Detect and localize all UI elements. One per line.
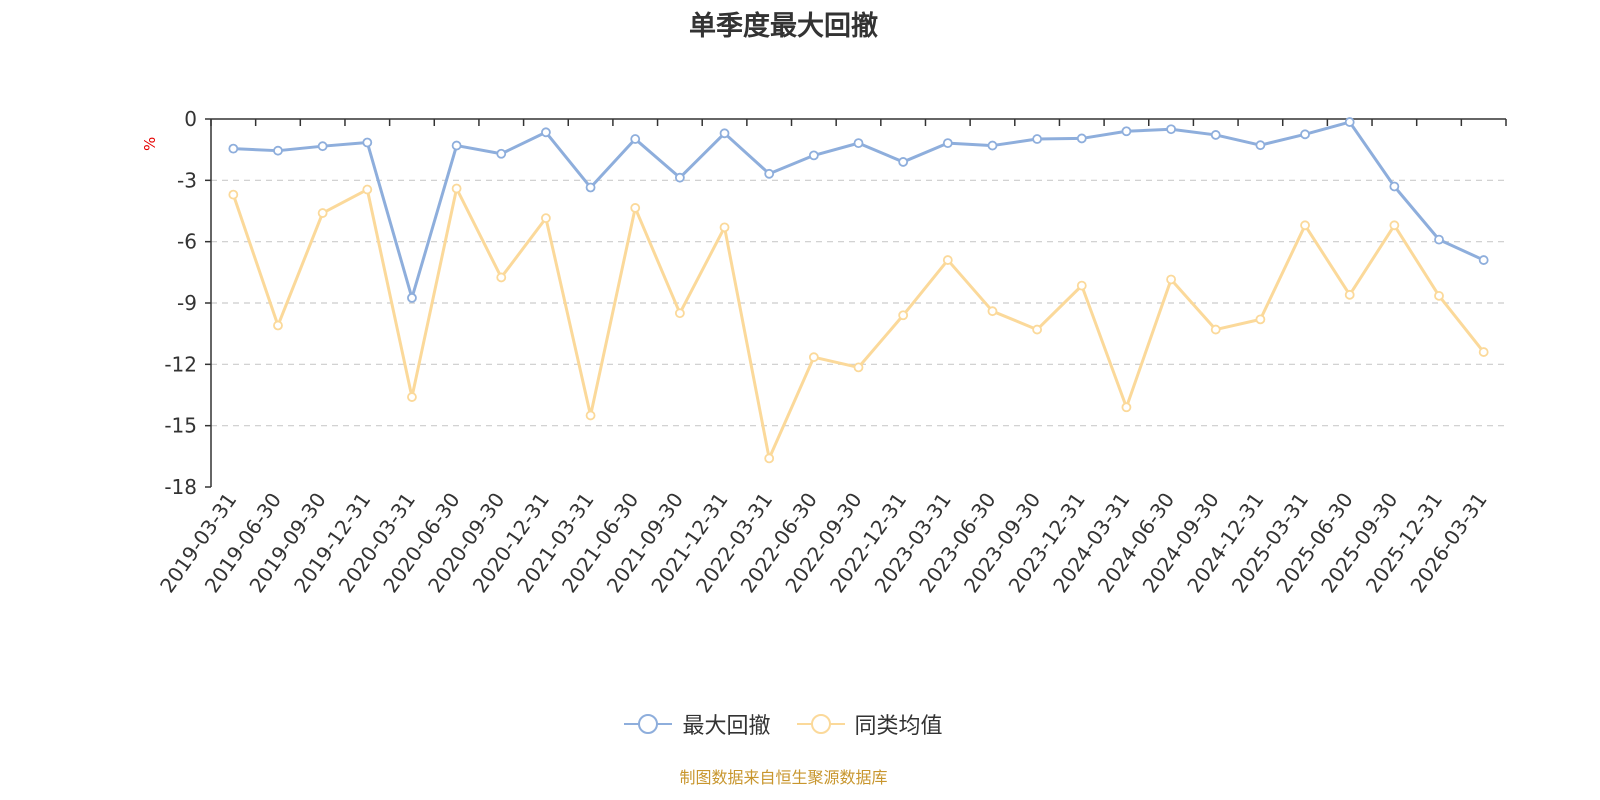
data-point-s2: [1210, 324, 1221, 335]
chart-title: 单季度最大回撤: [689, 11, 878, 42]
y-tick-label: -18: [164, 475, 197, 499]
data-point-s2: [1300, 220, 1310, 231]
data-point-s1: [1300, 129, 1310, 140]
data-point-s2: [273, 320, 283, 331]
data-point-s2: [764, 453, 775, 464]
data-point-s2: [674, 308, 685, 319]
data-point-s1: [496, 148, 507, 159]
data-point-s2: [808, 352, 819, 363]
data-point-s1: [719, 128, 730, 139]
data-point-s1: [1434, 234, 1444, 245]
data-point-s2: [942, 255, 953, 265]
data-point-s1: [674, 172, 685, 183]
data-point-s1: [1032, 134, 1043, 144]
data-point-s1: [362, 137, 373, 148]
legend-line-circle-icon: [624, 714, 673, 734]
legend-line-circle-icon: [796, 714, 845, 734]
data-point-s2: [1478, 347, 1489, 357]
legend-label: 最大回撤: [682, 714, 771, 739]
data-point-s1: [630, 134, 641, 144]
data-point-s1: [987, 140, 998, 151]
data-point-s1: [541, 127, 551, 138]
data-point-s2: [987, 306, 998, 317]
data-point-s1: [1389, 181, 1400, 192]
data-point-s1: [1166, 124, 1176, 135]
y-tick-label: -6: [177, 230, 197, 254]
data-point-s2: [1076, 280, 1087, 291]
data-point-s2: [496, 272, 507, 283]
data-point-s1: [451, 140, 462, 151]
data-point-s1: [317, 141, 328, 152]
data-point-s2: [317, 208, 328, 218]
y-tick-label: 0: [184, 107, 197, 131]
data-point-s1: [228, 143, 239, 154]
data-point-s1: [898, 157, 909, 167]
data-point-s1: [407, 292, 417, 303]
data-point-s2: [585, 410, 596, 421]
legend-item-peer-average[interactable]: 同类均值: [796, 708, 943, 740]
data-point-s1: [1255, 140, 1266, 151]
data-point-s1: [808, 150, 819, 161]
data-point-s2: [451, 183, 462, 194]
data-point-s1: [764, 168, 775, 179]
data-point-s2: [407, 392, 417, 402]
data-point-s2: [1434, 290, 1444, 301]
y-tick-label: -9: [177, 291, 197, 315]
data-point-s2: [541, 213, 551, 224]
series-line-2: [231, 187, 1485, 460]
data-point-s1: [853, 138, 864, 149]
series-line-1: [233, 120, 1485, 300]
data-point-s2: [1121, 402, 1132, 413]
data-point-s2: [630, 203, 641, 213]
data-point-s2: [1344, 289, 1355, 300]
data-point-s2: [1032, 324, 1043, 335]
legend: 最大回撤 同类均值: [0, 708, 1567, 740]
data-point-s2: [1389, 220, 1400, 231]
data-point-s1: [1344, 117, 1355, 127]
data-point-s1: [585, 182, 596, 193]
y-tick-label: -12: [164, 352, 197, 376]
data-point-s2: [228, 189, 239, 200]
data-point-s1: [1478, 255, 1489, 265]
y-tick-label: -3: [177, 168, 197, 192]
data-point-s1: [1121, 126, 1132, 137]
data-point-s2: [719, 222, 730, 233]
data-point-s1: [1210, 130, 1221, 140]
data-source-note: 制图数据来自恒生聚源数据库: [679, 768, 888, 787]
data-point-s2: [898, 310, 909, 321]
data-point-s2: [1255, 314, 1266, 325]
data-point-s1: [273, 145, 283, 156]
y-tick-label: -15: [164, 414, 197, 438]
legend-item-max-drawdown[interactable]: 最大回撤: [624, 708, 771, 740]
data-point-s1: [942, 138, 953, 149]
data-point-s2: [853, 362, 864, 373]
data-point-s2: [362, 184, 373, 195]
data-point-s1: [1076, 133, 1087, 144]
data-point-s2: [1166, 274, 1176, 285]
legend-label: 同类均值: [854, 714, 943, 739]
